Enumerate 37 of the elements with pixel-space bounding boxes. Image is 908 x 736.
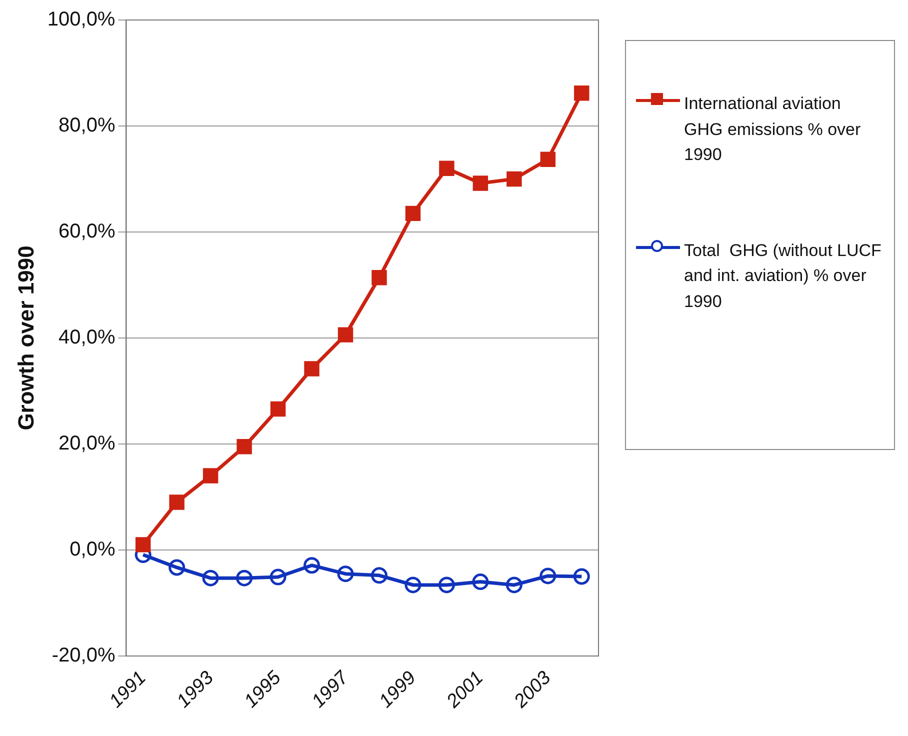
point xyxy=(404,576,422,594)
legend-label: Total GHG (without LUCF and int. aviation) % over 1990 xyxy=(684,240,882,312)
point xyxy=(472,176,488,191)
point xyxy=(540,568,556,584)
point xyxy=(472,574,489,590)
y-tick-label: 60,0% xyxy=(58,220,116,243)
point xyxy=(573,568,590,585)
point xyxy=(337,566,354,582)
point xyxy=(202,468,218,484)
point xyxy=(202,570,219,586)
y-tick-label: 0,0% xyxy=(70,538,116,561)
legend-label: International aviation GHG emissions % over 1990 xyxy=(684,93,862,166)
point xyxy=(338,327,354,342)
point xyxy=(236,570,253,586)
point xyxy=(270,568,286,586)
point xyxy=(270,401,286,417)
point xyxy=(370,567,388,584)
point xyxy=(506,171,522,187)
y-tick-label: 20,0% xyxy=(58,432,116,455)
y-axis-title: Growth over 1990 xyxy=(13,246,38,430)
point xyxy=(236,439,252,454)
point xyxy=(439,160,454,176)
point xyxy=(304,557,320,574)
point xyxy=(304,361,320,376)
point xyxy=(540,152,556,167)
y-tick-label: 100,0% xyxy=(47,8,116,31)
point xyxy=(405,206,421,222)
point xyxy=(169,494,184,510)
point xyxy=(372,270,387,286)
point xyxy=(438,576,455,594)
point xyxy=(574,86,590,101)
point xyxy=(168,559,186,576)
point xyxy=(135,537,151,552)
y-tick-label: 80,0% xyxy=(58,114,116,137)
y-tick-label: 40,0% xyxy=(58,326,116,349)
y-tick-label: -20,0% xyxy=(52,644,116,667)
point xyxy=(506,576,522,594)
